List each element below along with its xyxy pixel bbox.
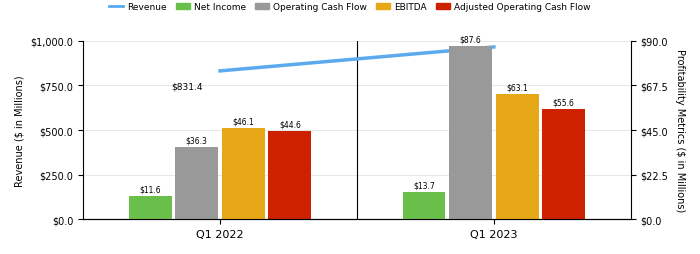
- Text: $965.5: $965.5: [461, 58, 493, 67]
- Text: $87.6: $87.6: [460, 35, 482, 44]
- Text: $55.6: $55.6: [553, 98, 575, 107]
- Y-axis label: Revenue ($ in Millions): Revenue ($ in Millions): [15, 75, 25, 186]
- Bar: [449, 46, 492, 219]
- Text: $831.4: $831.4: [172, 82, 203, 91]
- Text: $11.6: $11.6: [139, 185, 161, 194]
- Bar: [542, 109, 585, 219]
- Text: $36.3: $36.3: [186, 136, 208, 145]
- Text: $46.1: $46.1: [232, 117, 254, 126]
- Bar: [222, 128, 265, 219]
- Bar: [269, 131, 312, 219]
- Bar: [402, 192, 445, 219]
- Bar: [129, 197, 172, 219]
- Text: $44.6: $44.6: [279, 120, 301, 129]
- Text: $13.7: $13.7: [413, 181, 435, 190]
- Text: $63.1: $63.1: [506, 83, 528, 92]
- Bar: [176, 148, 218, 219]
- Y-axis label: Profitability Metrics ($ in Millions): Profitability Metrics ($ in Millions): [675, 49, 685, 212]
- Bar: [496, 95, 538, 219]
- Legend: Revenue, Net Income, Operating Cash Flow, EBITDA, Adjusted Operating Cash Flow: Revenue, Net Income, Operating Cash Flow…: [106, 0, 594, 15]
